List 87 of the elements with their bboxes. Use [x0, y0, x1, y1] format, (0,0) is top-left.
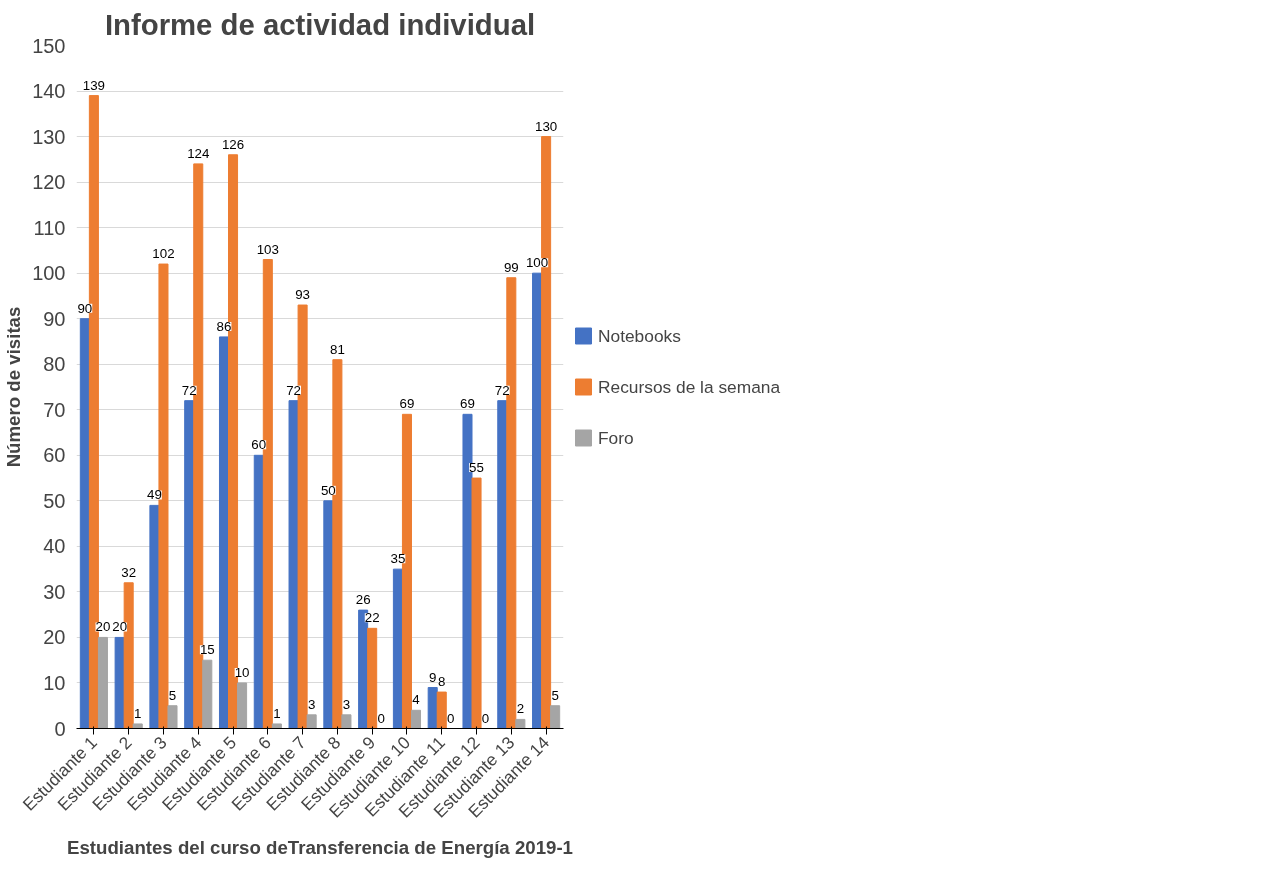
bar — [306, 714, 317, 729]
data-label: 32 — [121, 564, 137, 580]
data-label: 8 — [438, 674, 446, 690]
y-tick-label: 30 — [43, 580, 66, 603]
y-tick-label: 110 — [33, 216, 66, 239]
y-tick-label: 60 — [43, 444, 66, 467]
y-tick-label: 70 — [43, 398, 66, 421]
bar — [427, 687, 438, 729]
y-tick-label: 140 — [32, 80, 66, 103]
data-label: 1 — [273, 705, 281, 721]
y-tick-label: 10 — [43, 671, 66, 694]
data-label: 72 — [286, 382, 301, 398]
data-label: 81 — [329, 341, 345, 357]
data-label: 103 — [256, 241, 279, 257]
data-label: 5 — [551, 687, 559, 703]
data-label: 60 — [251, 437, 267, 453]
bar — [436, 691, 447, 729]
chart-title: Informe de actividad individual — [104, 7, 536, 41]
data-label: 3 — [342, 696, 351, 712]
bar — [184, 400, 195, 729]
y-tick-label: 50 — [43, 489, 66, 512]
data-label: 4 — [412, 692, 421, 708]
data-label: 49 — [147, 487, 162, 503]
legend-label: Foro — [598, 427, 634, 448]
data-label: 20 — [95, 619, 111, 635]
data-label: 50 — [320, 482, 336, 498]
data-label: 2 — [516, 701, 525, 717]
bar — [271, 723, 282, 729]
bar — [237, 682, 248, 729]
data-label: 126 — [221, 136, 245, 152]
data-label: 10 — [234, 664, 250, 680]
data-label: 72 — [494, 382, 510, 398]
bar — [341, 714, 352, 729]
data-label: 20 — [112, 619, 128, 635]
data-label: 15 — [199, 642, 215, 658]
y-tick-label: 100 — [32, 262, 66, 285]
y-tick-label: 80 — [43, 353, 66, 376]
data-label: 69 — [460, 396, 475, 412]
bar — [288, 400, 299, 729]
x-axis-title: Estudiantes del curso deTransferencia de Energía 2019-1 — [67, 836, 573, 858]
data-label: 35 — [390, 551, 406, 567]
data-label: 1 — [134, 705, 142, 721]
legend-label: Recursos de la semana — [598, 376, 781, 397]
data-label: 0 — [377, 710, 385, 726]
y-tick-label: 0 — [54, 717, 66, 740]
bar — [132, 723, 143, 729]
data-label: 99 — [503, 259, 519, 275]
bar — [550, 705, 561, 729]
data-label: 102 — [152, 246, 175, 262]
bar — [218, 336, 230, 729]
bar — [114, 636, 125, 729]
data-label: 124 — [187, 145, 210, 161]
bar — [323, 500, 334, 729]
bar — [515, 718, 526, 729]
bar — [367, 627, 378, 729]
y-tick-label: 130 — [32, 125, 66, 148]
y-tick-label: 90 — [43, 307, 66, 330]
data-label: 100 — [525, 255, 549, 271]
legend-label: Notebooks — [598, 325, 681, 346]
bar — [410, 709, 422, 729]
data-label: 72 — [181, 382, 197, 398]
data-label: 86 — [216, 318, 232, 334]
data-label: 0 — [447, 710, 455, 726]
bar — [471, 477, 482, 729]
bar — [79, 318, 90, 729]
data-label: 22 — [364, 610, 380, 626]
data-label: 3 — [307, 696, 316, 712]
data-label: 139 — [82, 77, 106, 93]
data-label: 26 — [355, 592, 371, 608]
data-label: 90 — [77, 300, 93, 316]
data-label: 9 — [429, 669, 437, 685]
data-label: 130 — [534, 118, 558, 134]
bar — [97, 636, 108, 729]
bar — [167, 705, 178, 729]
y-tick-label: 40 — [43, 535, 66, 558]
data-label: 55 — [469, 460, 484, 476]
data-label: 5 — [168, 687, 177, 703]
bar — [392, 568, 403, 729]
y-tick-label: 120 — [32, 171, 66, 194]
y-tick-label: 150 — [32, 34, 66, 57]
data-label: 69 — [399, 396, 415, 412]
bar — [497, 400, 508, 729]
y-tick-label: 20 — [43, 626, 66, 649]
y-axis-title: Número de visitas — [3, 306, 25, 468]
data-label: 93 — [295, 287, 311, 303]
bar — [202, 659, 213, 729]
data-label: 0 — [481, 710, 490, 726]
